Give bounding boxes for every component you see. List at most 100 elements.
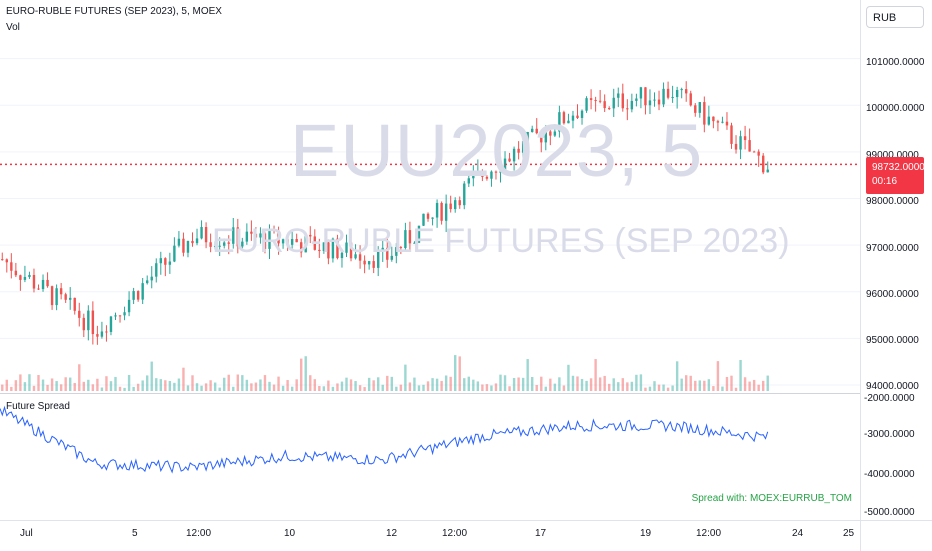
price-tick-label: 97000.0000 [866,243,919,254]
volume-bar [14,380,18,391]
candle-body [725,121,729,126]
candle-body [295,239,298,243]
candle-body [562,112,566,124]
candle-body [698,102,701,113]
candle-body [263,233,267,249]
volume-label[interactable]: Vol [6,22,20,33]
volume-bar [268,381,271,391]
volume-bar [114,376,117,391]
candle-body [272,229,276,231]
volume-bar [295,379,298,391]
volume-bar [589,378,593,391]
countdown-timer: 00:16 [872,176,898,187]
spread-series-line [0,405,769,474]
spread-tick-label: -5000.0000 [864,507,915,518]
volume-bar [435,378,439,391]
currency-button[interactable]: RUB [866,6,924,28]
volume-bar [272,384,276,391]
candle-body [277,230,280,244]
volume-bar [472,379,475,391]
volume-bar [78,364,81,391]
volume-bar [218,387,221,391]
volume-bar [757,384,760,391]
volume-bar [64,377,67,391]
volume-bar [422,384,425,391]
candle-body [390,255,393,260]
volume-bar [444,375,448,391]
candle-body [159,258,162,264]
price-tick-label: 100000.0000 [866,103,925,114]
candle-body [363,260,366,265]
candle-body [766,169,769,173]
volume-bar [567,364,570,391]
volume-bar [571,375,575,391]
candle-body [762,155,765,173]
candle-body [318,249,321,252]
volume-bar [635,374,638,391]
volume-bar [100,387,104,391]
time-tick-label: 5 [132,528,138,539]
volume-bar [19,374,22,391]
candle-body [444,203,448,221]
volume-bar [621,378,624,391]
time-tick-label: 19 [640,528,652,539]
candle-body [544,131,547,143]
volume-bar [494,383,498,391]
candle-body [472,173,475,179]
volume-bar [136,383,140,391]
volume-bar [630,381,634,391]
candle-body [223,242,226,246]
price-chart-svg[interactable] [0,0,860,520]
volume-bar [748,381,751,391]
volume-bar [277,376,280,391]
volume-bar [698,380,701,391]
volume-bar [146,375,149,391]
volume-bar [340,381,344,391]
volume-bar [508,386,511,391]
candle-body [177,238,181,246]
time-tick-label: 12:00 [696,528,722,539]
volume-bar [82,381,85,391]
candle-body [127,299,131,313]
volume-bar [752,379,756,391]
candle-body [531,128,534,132]
candle-body [290,239,294,245]
volume-bar [327,380,330,391]
candle-body [626,108,629,110]
volume-bar [309,375,312,391]
pane-separator[interactable] [0,393,932,394]
candle-body [336,238,339,259]
volume-bar [182,367,185,391]
volume-bar [318,385,321,391]
volume-bar [653,381,656,391]
candle-body [553,131,557,136]
volume-bar [358,385,362,391]
volume-bar [191,375,194,391]
volume-bar [562,385,566,391]
candle-body [227,242,230,244]
chart-title[interactable]: EURO-RUBLE FUTURES (SEP 2023), 5, MOEX [6,6,222,17]
time-axis[interactable] [0,520,860,551]
candle-body [680,89,683,91]
volume-bar [204,383,208,391]
candle-body [395,247,398,256]
price-axis[interactable] [860,0,932,520]
candle-body [141,283,144,300]
candle-body [662,88,665,105]
volume-bar [603,375,606,391]
candle-body [463,183,466,206]
candle-body [236,227,239,247]
candle-body [675,90,679,98]
volume-bar [499,374,502,391]
chart-area[interactable] [0,0,860,520]
volume-bar [386,375,389,391]
candle-body [422,213,425,226]
volume-bar [155,378,158,391]
indicator-label[interactable]: Future Spread [6,401,70,412]
volume-bar [41,379,45,391]
volume-bar [644,387,647,391]
candle-body [367,261,371,265]
volume-bar [372,380,375,391]
candle-body [449,203,452,210]
volume-bar [680,378,683,391]
